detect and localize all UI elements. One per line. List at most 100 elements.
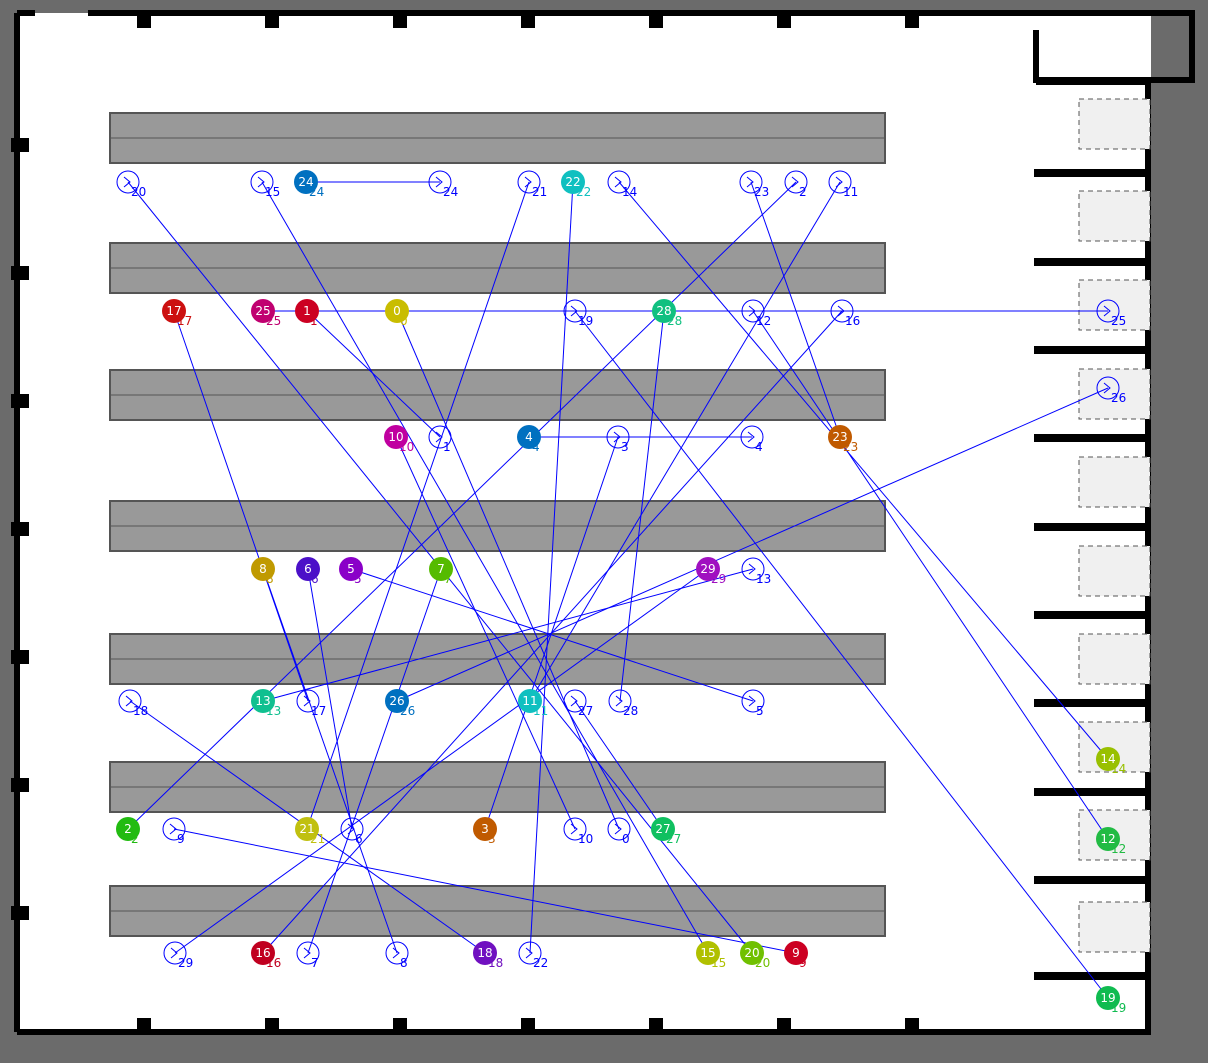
goal-8: 8 [385, 941, 409, 970]
robot-marker [251, 299, 275, 323]
robot-goal-label: 18 [488, 956, 503, 970]
goal-label: 7 [311, 956, 319, 970]
path-robot-19 [574, 310, 1109, 999]
goal-marker [607, 817, 631, 841]
goal-arrow-icon [123, 176, 131, 188]
bay-divider [1034, 346, 1148, 354]
robot-label: 20 [744, 946, 759, 960]
path-robot-9 [173, 828, 797, 954]
goal-marker [563, 689, 587, 713]
robot-goal-label: 2 [131, 832, 139, 846]
robot-label: 1 [303, 304, 311, 318]
goal-24: 24 [428, 170, 458, 199]
goal-0: 0 [607, 817, 631, 846]
robot-label: 0 [393, 304, 401, 318]
goal-marker [163, 941, 187, 965]
left-wall-post [11, 906, 29, 920]
robot-label: 18 [477, 946, 492, 960]
bay-divider [1034, 523, 1148, 531]
path-robot-26 [396, 387, 1109, 702]
goal-7: 7 [296, 941, 320, 970]
goal-18: 18 [118, 689, 148, 718]
robot-label: 15 [700, 946, 715, 960]
robot-label: 2 [124, 822, 132, 836]
left-wall-post [11, 778, 29, 792]
goal-29: 29 [163, 941, 193, 970]
robot-marker [1096, 986, 1120, 1010]
pick-station [1078, 633, 1151, 685]
robot-label: 26 [389, 694, 404, 708]
robot-goal-label: 6 [311, 572, 319, 586]
robot-marker [294, 170, 318, 194]
goal-5: 5 [741, 689, 765, 718]
robot-marker [116, 817, 140, 841]
goal-arrow-icon [748, 305, 756, 317]
robot-label: 3 [481, 822, 489, 836]
robot-goal-label: 3 [488, 832, 496, 846]
goal-arrow-icon [1103, 305, 1111, 317]
goal-label: 6 [355, 832, 363, 846]
goal-15: 15 [250, 170, 280, 199]
pick-station [1078, 279, 1151, 331]
goal-arrow-icon [748, 695, 756, 707]
path-robot-29 [174, 568, 709, 954]
robot-marker [339, 557, 363, 581]
goal-arrow-icon [1103, 382, 1111, 394]
bottom-wall-post [521, 1018, 535, 1032]
goal-arrow-icon [525, 947, 533, 959]
goal-25: 25 [1096, 299, 1126, 328]
robot-marker [473, 817, 497, 841]
goal-marker [830, 299, 854, 323]
stations-layer [1078, 98, 1151, 953]
robot-goal-label: 15 [711, 956, 726, 970]
robot-goal-label: 9 [799, 956, 807, 970]
robot-marker [828, 425, 852, 449]
bottom-wall-post [137, 1018, 151, 1032]
goal-9: 9 [162, 817, 186, 846]
goal-arrow-icon [392, 947, 400, 959]
robot-9: 99 [784, 941, 808, 970]
bay-divider [1034, 788, 1148, 796]
robot-label: 5 [347, 562, 355, 576]
goal-6: 6 [340, 817, 364, 846]
goal-arrow-icon [524, 176, 532, 188]
bay-divider [1034, 169, 1148, 177]
robot-goal-label: 7 [444, 572, 452, 586]
goal-arrow-icon [435, 176, 443, 188]
left-wall-post [11, 394, 29, 408]
robot-marker [384, 425, 408, 449]
goal-arrow-icon [169, 823, 177, 835]
robot-goal-label: 19 [1111, 1001, 1126, 1015]
goal-marker [296, 689, 320, 713]
goal-4: 4 [740, 425, 764, 454]
goal-2: 2 [784, 170, 808, 199]
robot-marker [696, 557, 720, 581]
left-wall-post [11, 522, 29, 536]
robot-goal-label: 26 [400, 704, 415, 718]
top-wall-post [265, 16, 279, 28]
goal-label: 17 [311, 704, 326, 718]
goal-marker [607, 170, 631, 194]
goal-19: 19 [563, 299, 593, 328]
goal-label: 20 [131, 185, 146, 199]
path-robot-21 [306, 181, 530, 830]
goal-label: 18 [133, 704, 148, 718]
robot-marker [517, 425, 541, 449]
goal-arrow-icon [748, 563, 756, 575]
top-wall-post [521, 16, 535, 28]
goal-marker [428, 425, 452, 449]
goal-label: 26 [1111, 391, 1126, 405]
goal-21: 21 [517, 170, 547, 199]
robot-marker [518, 689, 542, 713]
robot-label: 25 [255, 304, 270, 318]
bay-divider [1034, 876, 1148, 884]
path-robot-28 [619, 310, 665, 702]
goal-arrow-icon [303, 695, 311, 707]
